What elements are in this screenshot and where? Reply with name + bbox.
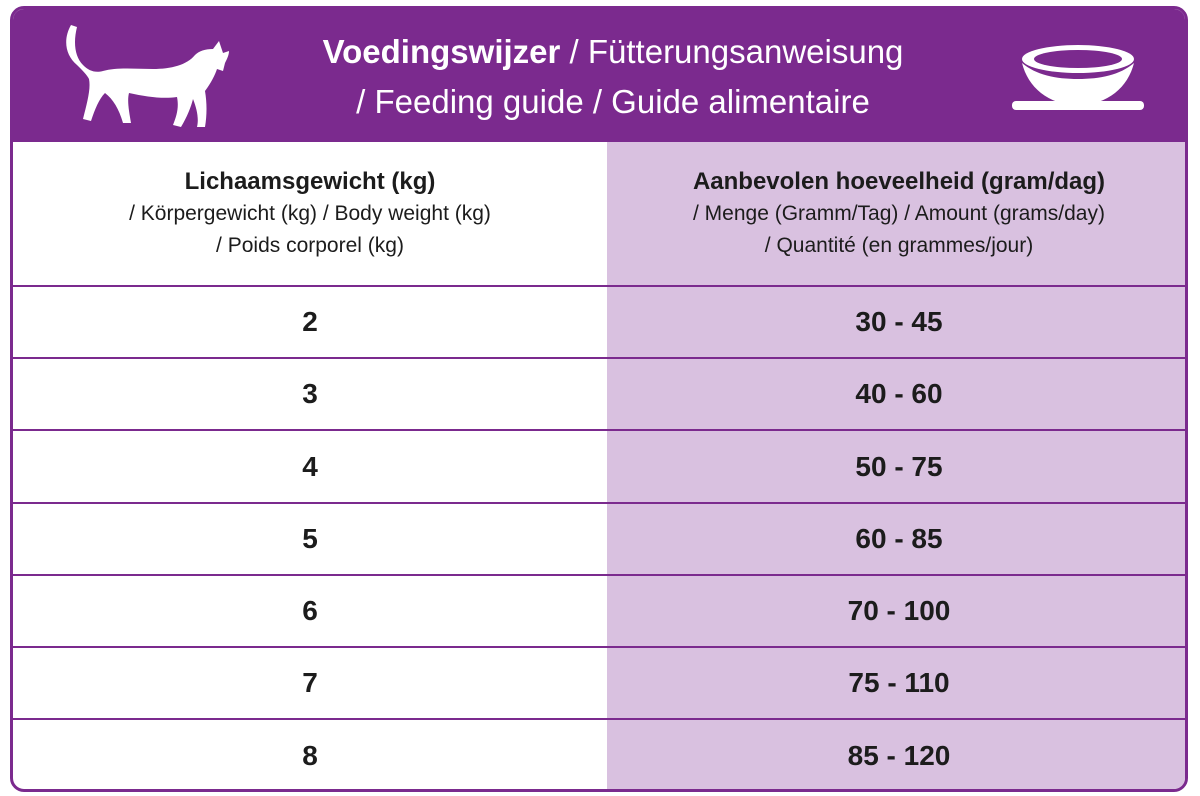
amount-cell: 30 - 45 [607, 287, 1185, 357]
amount-cell: 50 - 75 [607, 431, 1185, 502]
amount-column-background [607, 142, 1185, 789]
amount-header-sub2: / Quantité (en grammes/jour) [764, 233, 1034, 257]
title-bold: Voedingswijzer [322, 33, 561, 70]
table-row: 5 60 - 85 [13, 504, 1185, 576]
amount-header-main: Aanbevolen hoeveelheid (gram/dag) [692, 167, 1106, 195]
weight-header-main: Lichaamsgewicht (kg) [184, 167, 436, 195]
amount-value: 40 - 60 [855, 378, 943, 409]
cat-silhouette-icon [66, 25, 229, 127]
amount-cell: 75 - 110 [607, 648, 1185, 718]
amount-column-header: Aanbevolen hoeveelheid (gram/dag) / Meng… [607, 142, 1185, 285]
table-row: 2 30 - 45 [13, 287, 1185, 359]
amount-value: 30 - 45 [855, 306, 943, 337]
table-row: 4 50 - 75 [13, 431, 1185, 504]
weight-value: 3 [302, 378, 318, 409]
header-bar: Voedingswijzer / Fütterungsanweisung / F… [13, 9, 1185, 142]
amount-cell: 40 - 60 [607, 359, 1185, 429]
amount-cell: 70 - 100 [607, 576, 1185, 646]
weight-header-sub1: / Körpergewicht (kg) / Body weight (kg) [129, 201, 491, 225]
weight-cell: 5 [13, 504, 607, 574]
weight-value: 8 [302, 740, 318, 771]
amount-value: 85 - 120 [847, 740, 951, 771]
weight-value: 2 [302, 306, 318, 337]
weight-cell: 2 [13, 287, 607, 357]
amount-value: 70 - 100 [847, 595, 951, 626]
table-row: 3 40 - 60 [13, 359, 1185, 431]
amount-header-sub1: / Menge (Gramm/Tag) / Amount (grams/day) [693, 201, 1105, 225]
weight-cell: 3 [13, 359, 607, 429]
weight-cell: 8 [13, 720, 607, 789]
amount-value: 75 - 110 [848, 667, 950, 698]
weight-value: 6 [302, 595, 318, 626]
food-bowl-icon [1012, 45, 1144, 110]
table-header-row: Lichaamsgewicht (kg) / Körpergewicht (kg… [13, 142, 1185, 287]
weight-value: 4 [302, 450, 318, 482]
weight-cell: 7 [13, 648, 607, 718]
weight-value: 5 [302, 523, 318, 554]
weight-value: 7 [302, 667, 318, 698]
amount-cell: 60 - 85 [607, 504, 1185, 574]
table-row: 8 85 - 120 [13, 720, 1185, 789]
feeding-guide-card: Voedingswijzer / Fütterungsanweisung / F… [10, 6, 1188, 792]
weight-cell: 4 [13, 431, 607, 502]
amount-cell: 85 - 120 [607, 720, 1185, 789]
title-line-2: / Feeding guide / Guide alimentaire [356, 83, 870, 120]
weight-cell: 6 [13, 576, 607, 646]
amount-value: 60 - 85 [855, 523, 943, 554]
title-rest: / Fütterungsanweisung [560, 33, 904, 70]
weight-column-header: Lichaamsgewicht (kg) / Körpergewicht (kg… [13, 142, 607, 285]
table-row: 7 75 - 110 [13, 648, 1185, 720]
guide-title: Voedingswijzer / Fütterungsanweisung / F… [263, 27, 963, 127]
amount-value: 50 - 75 [855, 450, 943, 482]
table-row: 6 70 - 100 [13, 576, 1185, 648]
weight-header-sub2: / Poids corporel (kg) [216, 233, 404, 257]
